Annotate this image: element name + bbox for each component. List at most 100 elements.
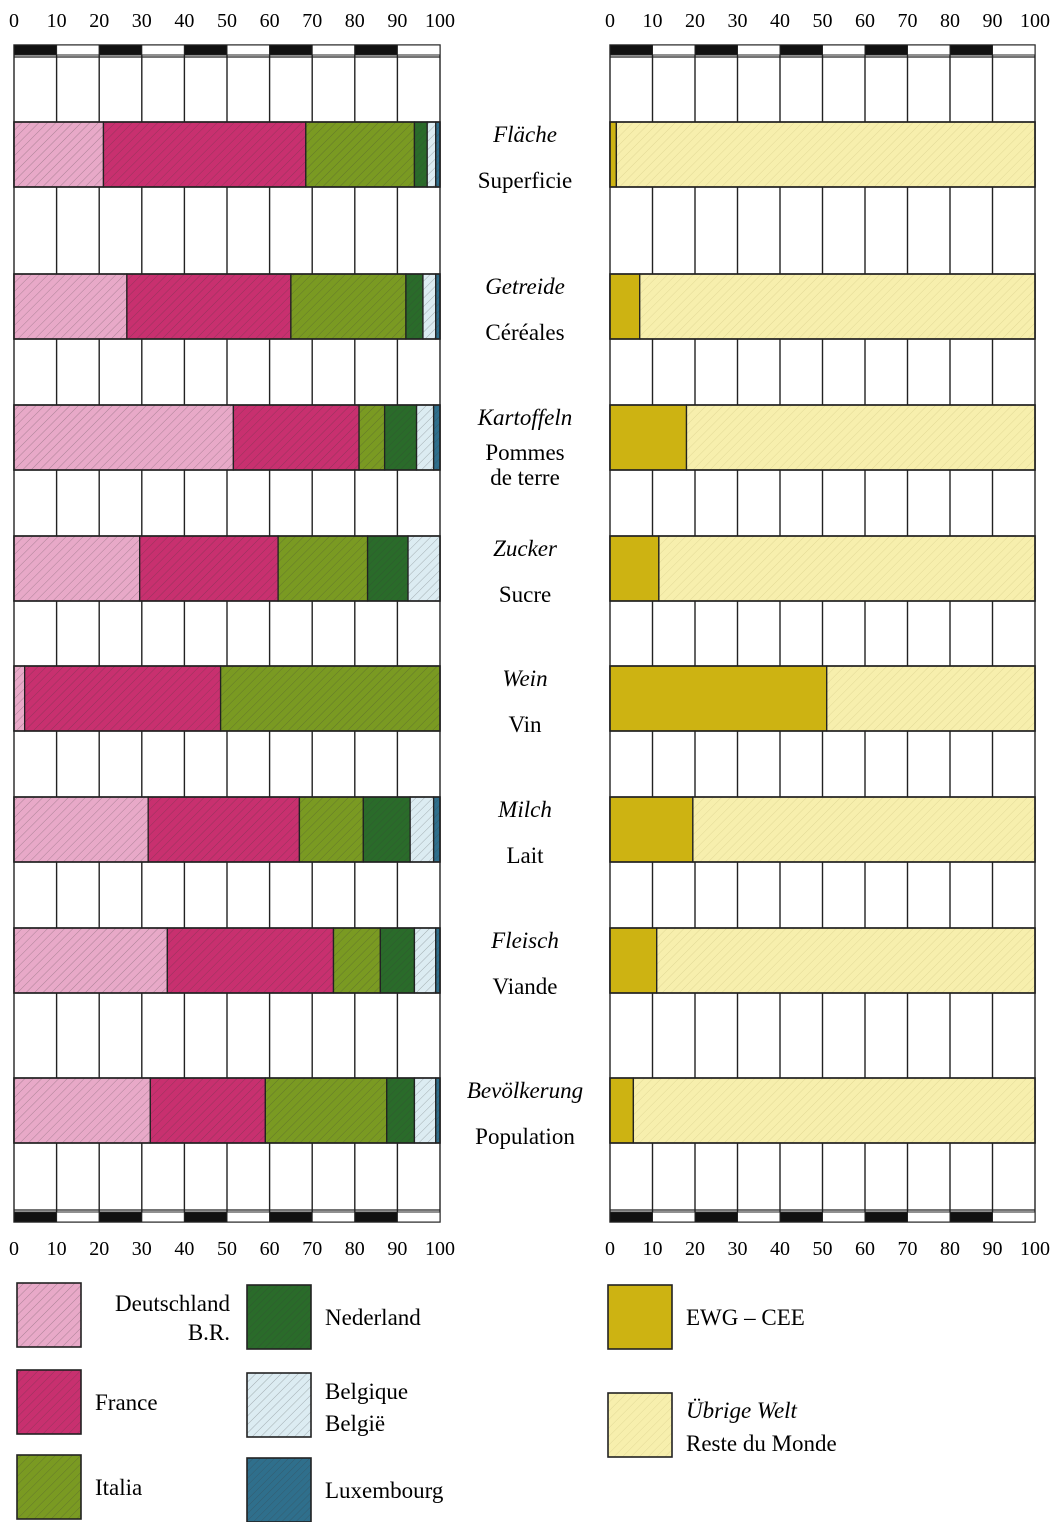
legend-swatch-ewg xyxy=(607,1284,673,1350)
legend-label: EWG – CEE xyxy=(686,1305,805,1330)
tick-label-bottom: 20 xyxy=(89,1238,109,1260)
scale-segment-top xyxy=(56,44,100,56)
bar-segment-deutschland xyxy=(13,535,141,602)
legend-swatch-luxembourg xyxy=(246,1457,312,1522)
bar-segment-france xyxy=(149,1077,266,1144)
bar-segment-france xyxy=(102,121,307,188)
tick-label-top: 40 xyxy=(174,10,194,32)
scale-segment-top xyxy=(183,44,228,56)
bar-segment-italia xyxy=(264,1077,388,1144)
tick-label-top: 50 xyxy=(813,10,833,32)
tick-label-top: 30 xyxy=(728,10,748,32)
legend-label: Nederland xyxy=(325,1305,421,1330)
bar-segment-italia xyxy=(277,535,369,602)
bar-segment-france xyxy=(166,927,335,994)
tick-label-bottom: 0 xyxy=(605,1238,615,1260)
tick-label-top: 60 xyxy=(855,10,875,32)
scale-segment-top xyxy=(98,44,143,56)
bar-segment-belgique xyxy=(413,927,437,994)
scale-segment-top xyxy=(269,44,313,56)
scale-segment-top xyxy=(652,44,696,56)
bar-segment-italia xyxy=(332,927,382,994)
bar-segment-belgique xyxy=(407,535,441,602)
bar-segment-rest xyxy=(615,121,1036,188)
tick-label-top: 100 xyxy=(1020,10,1050,32)
scale-segment-bottom xyxy=(992,1211,1036,1223)
category-label-de: Zucker xyxy=(493,536,558,561)
tick-label-bottom: 50 xyxy=(813,1238,833,1260)
bar-segment-rest xyxy=(656,927,1036,994)
scale-segment-top xyxy=(737,44,781,56)
scale-segment-top xyxy=(992,44,1036,56)
bar-segment-belgique xyxy=(409,796,435,863)
scale-segment-bottom xyxy=(822,1211,866,1223)
scale-segment-top xyxy=(396,44,441,56)
scale-segment-top xyxy=(226,44,271,56)
category-label-fr: Population xyxy=(475,1124,575,1149)
tick-label-top: 70 xyxy=(898,10,918,32)
scale-segment-bottom xyxy=(396,1211,441,1223)
scale-segment-bottom xyxy=(609,1211,653,1223)
scale-segment-top xyxy=(311,44,356,56)
legend-label: Deutschland xyxy=(115,1291,230,1316)
bar-segment-rest xyxy=(826,665,1036,732)
legend-label: Belgique xyxy=(325,1379,408,1404)
legend: Deutschland B.R. Nederland France Belgique Be… xyxy=(16,1282,837,1522)
bar-outline xyxy=(609,273,1036,340)
scale-segment-bottom xyxy=(949,1211,993,1223)
scale-segment-bottom xyxy=(652,1211,696,1223)
tick-label-bottom: 70 xyxy=(302,1238,322,1260)
tick-label-top: 70 xyxy=(302,10,322,32)
scale-segment-top xyxy=(822,44,866,56)
tick-label-bottom: 90 xyxy=(983,1238,1003,1260)
tick-label-bottom: 100 xyxy=(1020,1238,1050,1260)
scale-segment-bottom xyxy=(694,1211,738,1223)
category-label-fr: Pommes xyxy=(485,440,564,465)
bar-segment-nederland xyxy=(405,273,424,340)
legend-label: België xyxy=(325,1411,385,1436)
bar-segment-france xyxy=(232,404,360,471)
legend-label: B.R. xyxy=(188,1320,230,1345)
tick-label-top: 100 xyxy=(425,10,455,32)
scale-segment-bottom xyxy=(141,1211,185,1223)
tick-label-top: 0 xyxy=(605,10,615,32)
bar-segment-italia xyxy=(298,796,364,863)
bar-outline xyxy=(13,1077,441,1144)
scale-segment-top xyxy=(779,44,823,56)
tick-label-top: 90 xyxy=(387,10,407,32)
tick-label-bottom: 70 xyxy=(898,1238,918,1260)
scale-segment-bottom xyxy=(269,1211,313,1223)
bar-segment-rest xyxy=(632,1077,1036,1144)
tick-label-bottom: 20 xyxy=(685,1238,705,1260)
tick-label-bottom: 90 xyxy=(387,1238,407,1260)
category-label-fr: Lait xyxy=(506,843,544,868)
legend-swatch-france xyxy=(16,1369,82,1435)
bar-segment-france xyxy=(147,796,301,863)
tick-label-top: 80 xyxy=(345,10,365,32)
bar-outline xyxy=(609,665,1036,732)
bar-segment-france xyxy=(139,535,279,602)
bar-outline xyxy=(13,273,441,340)
bar-segment-italia xyxy=(305,121,416,188)
legend-swatch-belgique xyxy=(246,1372,312,1438)
category-label-de: Bevölkerung xyxy=(467,1078,583,1103)
scale-segment-bottom xyxy=(907,1211,951,1223)
tick-label-top: 20 xyxy=(89,10,109,32)
bar-outline xyxy=(13,796,441,863)
legend-label: Italia xyxy=(95,1475,142,1500)
tick-label-bottom: 80 xyxy=(345,1238,365,1260)
bar-segment-ewg xyxy=(609,927,658,994)
scale-segment-bottom xyxy=(13,1211,58,1223)
tick-label-bottom: 100 xyxy=(425,1238,455,1260)
bar-outline xyxy=(13,927,441,994)
bar-segment-nederland xyxy=(413,121,428,188)
bar-segment-ewg xyxy=(609,1077,635,1144)
bar-segment-france xyxy=(126,273,292,340)
bar-segment-belgique xyxy=(415,404,435,471)
bar-outline xyxy=(609,796,1036,863)
bar-outline xyxy=(609,121,1036,188)
legend-label: Übrige Welt xyxy=(686,1398,798,1423)
tick-label-top: 80 xyxy=(940,10,960,32)
tick-label-top: 50 xyxy=(217,10,237,32)
scale-segment-top xyxy=(609,44,653,56)
